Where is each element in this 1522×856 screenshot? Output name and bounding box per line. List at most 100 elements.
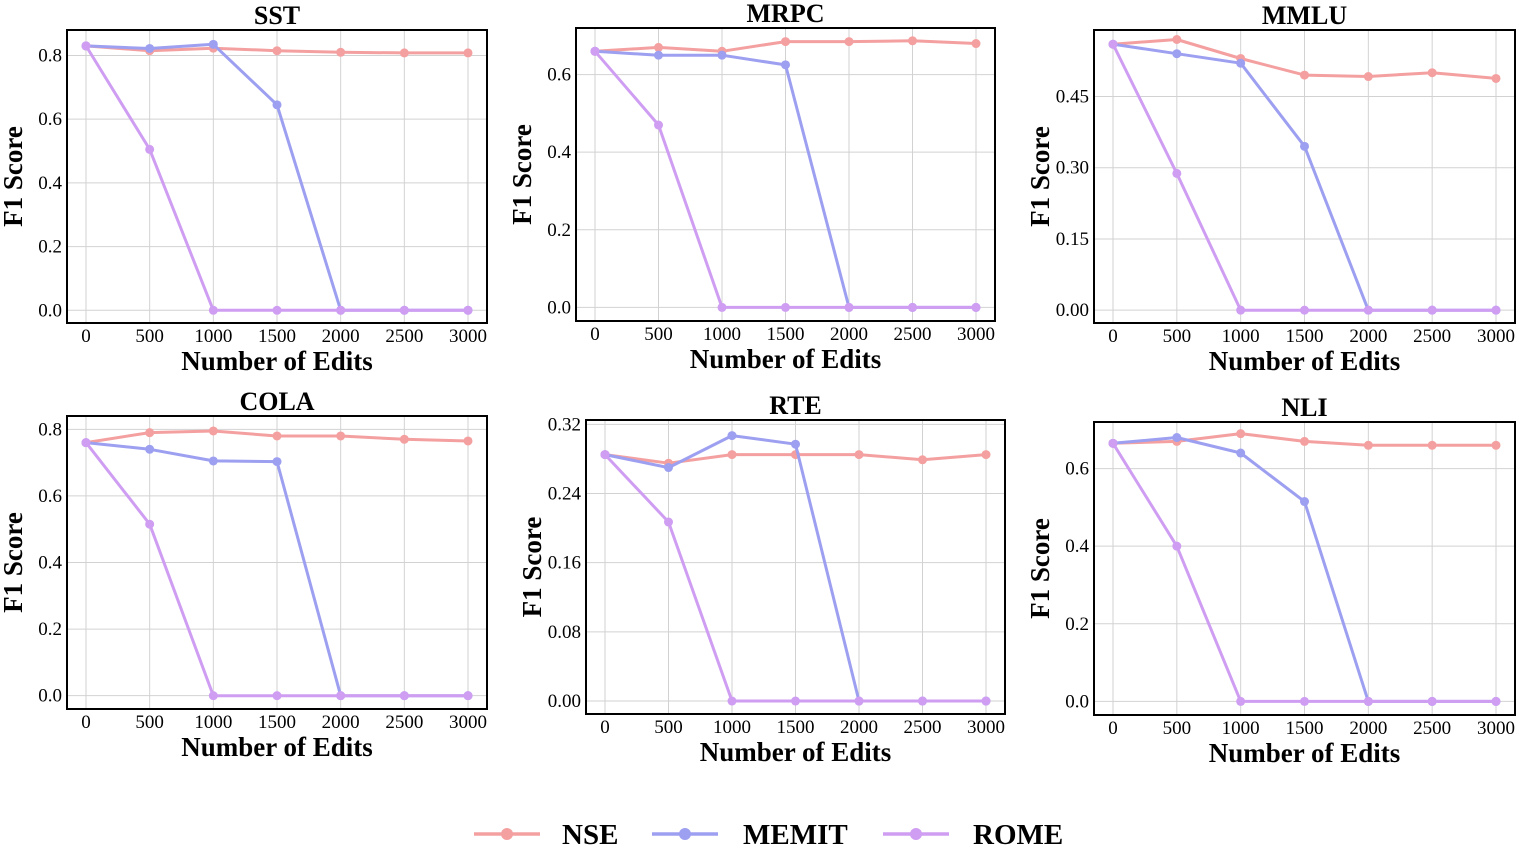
- sst-x-tick-label: 500: [135, 326, 164, 347]
- nli-y-tick-label: 0.6: [1065, 459, 1089, 480]
- sst-series-nse-point: [272, 46, 282, 56]
- mmlu-y-tick-label: 0.30: [1056, 158, 1089, 179]
- mrpc-series-memit-point: [781, 60, 790, 70]
- mmlu-series-memit-point: [1172, 49, 1182, 59]
- rte-series-nse-point: [854, 450, 864, 460]
- mrpc-series-rome-point: [654, 120, 663, 130]
- mrpc-x-tick-label: 500: [644, 324, 673, 345]
- rte-y-tick-label: 0.08: [548, 622, 581, 643]
- mmlu-x-axis-label: Number of Edits: [1209, 346, 1401, 376]
- nli-series-nse-point: [1300, 436, 1309, 446]
- sst-series-nse-point: [336, 47, 346, 57]
- sst-series-rome-point: [336, 305, 346, 315]
- mmlu-y-tick-label: 0.45: [1056, 86, 1089, 107]
- sst-series-rome-point: [272, 305, 282, 315]
- cola-x-tick-label: 2500: [385, 712, 423, 733]
- mrpc-x-tick-label: 2500: [894, 324, 932, 345]
- sst-y-tick-label: 0.0: [38, 300, 62, 321]
- cola-x-tick-label: 2000: [322, 712, 360, 733]
- cola-series-nse-point: [272, 431, 282, 441]
- cola-series-rome-point: [81, 438, 91, 448]
- mrpc-y-tick-label: 0.2: [547, 220, 571, 241]
- sst-series-memit-point: [272, 100, 282, 110]
- cola-x-tick-label: 3000: [449, 712, 487, 733]
- mmlu-series-memit-point: [1300, 141, 1309, 151]
- mrpc-x-axis-label: Number of Edits: [690, 344, 882, 374]
- cola-series-nse-point: [145, 428, 155, 438]
- sst-x-tick-label: 0: [81, 326, 91, 347]
- legend-marker-rome: [910, 828, 922, 840]
- rte-series-memit-point: [664, 463, 673, 473]
- legend-label-nse: NSE: [562, 819, 618, 851]
- mrpc-y-tick-label: 0.4: [547, 142, 571, 163]
- rte-series-rome-point: [664, 517, 673, 527]
- cola-series-rome-point: [145, 519, 155, 529]
- nli-series-nse-point: [1491, 440, 1501, 450]
- chart-sst: 0 500 1000 1500 2000 2500 3000 0.0 0.2 0.4 0.6 0.8 S…: [0, 1, 488, 376]
- rte-y-axis-label: F1 Score: [517, 517, 547, 618]
- mmlu-x-tick-label: 2500: [1413, 326, 1451, 347]
- mmlu-x-tick-label: 3000: [1477, 326, 1515, 347]
- rte-series-nse-point: [727, 450, 737, 460]
- nli-series-memit-point: [1300, 497, 1309, 507]
- nli-y-tick-label: 0.4: [1065, 536, 1089, 557]
- legend-marker-memit: [679, 828, 691, 840]
- cola-y-tick-label: 0.4: [38, 553, 62, 574]
- legend-label-memit: MEMIT: [743, 819, 848, 851]
- sst-x-tick-label: 1500: [258, 326, 296, 347]
- rte-y-tick-label: 0.00: [548, 691, 581, 712]
- sst-series-rome-point: [399, 305, 409, 315]
- nli-x-tick-label: 2500: [1413, 718, 1451, 739]
- mmlu-series-rome-point: [1172, 168, 1182, 178]
- mrpc-series-rome-point: [590, 46, 600, 56]
- mmlu-series-memit-point: [1236, 58, 1246, 68]
- sst-series-memit-point: [145, 43, 155, 53]
- mrpc-x-tick-label: 1500: [767, 324, 805, 345]
- mmlu-chart-title: MMLU: [1262, 1, 1347, 30]
- chart-rte: 0 500 1000 1500 2000 2500 3000 0.00 0.08 0.16 0.24…: [517, 391, 1006, 767]
- rte-series-nse-point: [918, 455, 927, 465]
- nli-series-rome-point: [1172, 541, 1182, 551]
- rte-chart-title: RTE: [769, 391, 822, 420]
- legend-item-memit: MEMIT: [652, 819, 848, 851]
- mrpc-y-axis-label: F1 Score: [507, 124, 537, 225]
- chart-cola: 0 500 1000 1500 2000 2500 3000 0.0 0.2 0.4 0.6 0.8 C…: [0, 387, 488, 762]
- sst-x-axis-label: Number of Edits: [181, 346, 373, 376]
- cola-series-rome-point: [399, 691, 409, 701]
- mmlu-series-rome-point: [1300, 305, 1309, 315]
- nli-series-rome-point: [1427, 696, 1437, 706]
- cola-y-tick-label: 0.8: [38, 419, 62, 440]
- nli-series-rome-point: [1236, 696, 1246, 706]
- cola-series-rome-point: [272, 691, 282, 701]
- cola-series-memit-point: [145, 444, 155, 454]
- rte-series-rome-point: [981, 696, 991, 706]
- legend-marker-nse: [501, 828, 513, 840]
- mrpc-series-rome-point: [908, 302, 917, 312]
- sst-y-tick-label: 0.8: [38, 45, 62, 66]
- chart-mmlu: 0 500 1000 1500 2000 2500 3000 0.00 0.15 0.30 0.45…: [1025, 1, 1516, 376]
- sst-series-nse-point: [399, 48, 409, 58]
- mmlu-series-rome-point: [1108, 39, 1118, 49]
- nli-y-tick-label: 0.2: [1065, 614, 1089, 635]
- cola-x-tick-label: 0: [81, 712, 91, 733]
- mmlu-series-nse-point: [1172, 34, 1182, 44]
- mrpc-series-nse-point: [781, 37, 790, 47]
- cola-series-nse-point: [336, 431, 346, 441]
- sst-x-tick-label: 2000: [322, 326, 360, 347]
- cola-series-memit-point: [272, 457, 282, 467]
- mmlu-y-tick-label: 0.15: [1056, 229, 1089, 250]
- nli-plot-frame: [1093, 421, 1516, 716]
- sst-y-tick-label: 0.4: [38, 173, 62, 194]
- rte-x-axis-label: Number of Edits: [700, 737, 892, 767]
- cola-series-nse-point: [399, 434, 409, 444]
- legend-label-rome: ROME: [973, 819, 1063, 851]
- mrpc-y-tick-label: 0.0: [547, 297, 571, 318]
- nli-series-rome-point: [1491, 696, 1501, 706]
- nli-x-tick-label: 3000: [1477, 718, 1515, 739]
- mrpc-x-tick-label: 3000: [957, 324, 995, 345]
- nli-chart-title: NLI: [1281, 393, 1327, 422]
- rte-series-rome-point: [918, 696, 927, 706]
- nli-y-axis-label: F1 Score: [1025, 518, 1055, 619]
- nli-series-rome-point: [1108, 438, 1118, 448]
